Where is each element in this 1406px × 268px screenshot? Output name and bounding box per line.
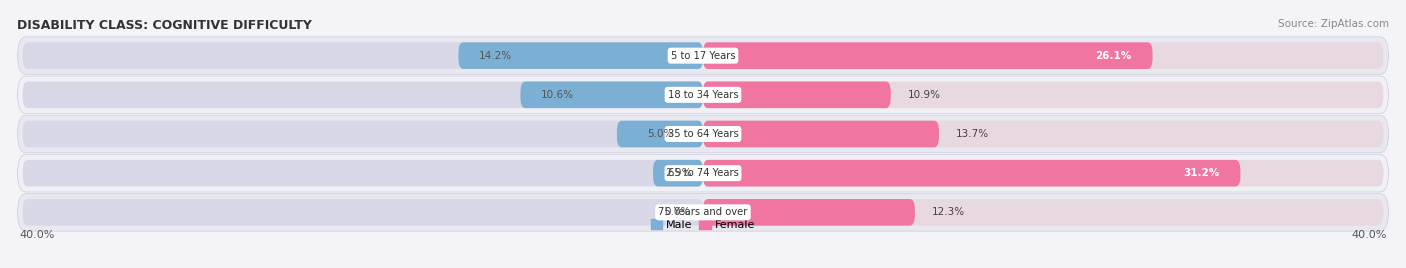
Text: 2.9%: 2.9% [665,168,692,178]
FancyBboxPatch shape [520,81,703,108]
FancyBboxPatch shape [17,115,1389,153]
FancyBboxPatch shape [703,42,1153,69]
FancyBboxPatch shape [617,121,703,147]
Text: 14.2%: 14.2% [479,51,512,61]
Text: 0.0%: 0.0% [664,207,690,217]
FancyBboxPatch shape [703,199,1384,226]
FancyBboxPatch shape [703,81,1384,108]
Text: 35 to 64 Years: 35 to 64 Years [668,129,738,139]
Text: 26.1%: 26.1% [1095,51,1132,61]
FancyBboxPatch shape [703,121,1384,147]
Text: 10.9%: 10.9% [908,90,941,100]
FancyBboxPatch shape [22,42,703,69]
Text: DISABILITY CLASS: COGNITIVE DIFFICULTY: DISABILITY CLASS: COGNITIVE DIFFICULTY [17,19,312,32]
Text: 12.3%: 12.3% [932,207,965,217]
Text: 5.0%: 5.0% [647,129,673,139]
Text: 65 to 74 Years: 65 to 74 Years [668,168,738,178]
FancyBboxPatch shape [17,154,1389,192]
FancyBboxPatch shape [22,160,703,187]
Legend: Male, Female: Male, Female [647,215,759,234]
FancyBboxPatch shape [703,121,939,147]
FancyBboxPatch shape [703,81,891,108]
FancyBboxPatch shape [703,160,1384,187]
Text: 40.0%: 40.0% [1351,230,1386,240]
Text: 75 Years and over: 75 Years and over [658,207,748,217]
FancyBboxPatch shape [22,81,703,108]
Text: 40.0%: 40.0% [20,230,55,240]
FancyBboxPatch shape [652,160,703,187]
Text: 13.7%: 13.7% [956,129,990,139]
Text: 18 to 34 Years: 18 to 34 Years [668,90,738,100]
Text: 5 to 17 Years: 5 to 17 Years [671,51,735,61]
FancyBboxPatch shape [703,160,1240,187]
FancyBboxPatch shape [22,121,703,147]
FancyBboxPatch shape [17,37,1389,75]
FancyBboxPatch shape [22,199,703,226]
FancyBboxPatch shape [17,193,1389,231]
FancyBboxPatch shape [703,42,1384,69]
FancyBboxPatch shape [458,42,703,69]
Text: Source: ZipAtlas.com: Source: ZipAtlas.com [1278,19,1389,29]
Text: 31.2%: 31.2% [1184,168,1219,178]
Text: 10.6%: 10.6% [541,90,574,100]
FancyBboxPatch shape [703,199,915,226]
FancyBboxPatch shape [17,76,1389,114]
